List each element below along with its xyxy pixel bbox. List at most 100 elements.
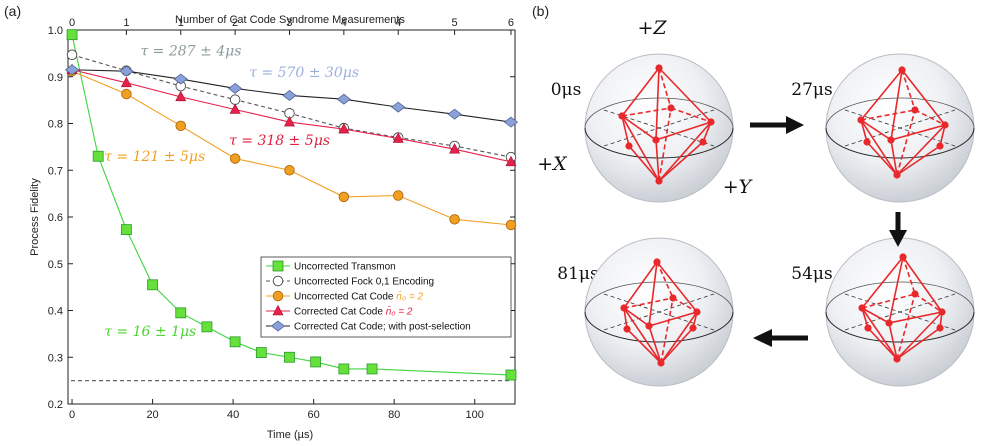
- octahedron-edge: [860, 119, 868, 143]
- data-point: [447, 108, 462, 120]
- axis-z-label: +Z: [637, 17, 667, 39]
- top-x-tick-label: 1: [123, 17, 129, 29]
- data-point: [229, 336, 241, 348]
- legend-label: Uncorrected Fock 0,1 Encoding: [294, 277, 434, 288]
- data-point: [505, 155, 517, 167]
- data-point: [201, 321, 213, 333]
- legend-row-4: Corrected Cat Code; with post-selection: [266, 320, 471, 333]
- data-point: [120, 76, 132, 88]
- tau-annotation-3: τ = 121 ± 5μs: [104, 149, 205, 165]
- octahedron-vertex: [652, 136, 660, 144]
- legend-row-0: Uncorrected Transmon: [266, 260, 396, 273]
- octahedron-edge: [902, 256, 943, 313]
- octahedron-vertex: [625, 142, 633, 150]
- bloch-sphere-0: [584, 53, 734, 203]
- octahedron-edge: [890, 139, 898, 176]
- legend-marker: [270, 320, 286, 332]
- data-point: [121, 88, 132, 100]
- octahedron-edge: [655, 67, 660, 141]
- time-label-0: 0μs: [551, 80, 582, 100]
- axis-x-label: +X: [537, 153, 568, 175]
- octahedron-edge: [660, 327, 694, 364]
- panel-b-label: (b): [532, 3, 549, 19]
- octahedron-edge: [860, 119, 898, 176]
- octahedron-edge: [861, 307, 890, 324]
- data-point: [505, 219, 517, 231]
- octahedron-vertex: [938, 308, 946, 316]
- octahedron-edge: [660, 311, 698, 364]
- octahedron-back-edge: [658, 107, 672, 182]
- octahedron-vertex: [911, 106, 919, 114]
- data-point: [336, 93, 351, 105]
- legend-box: [260, 256, 512, 338]
- octahedron-vertex: [936, 324, 944, 332]
- axis-y-label: +Y: [723, 176, 754, 198]
- top-x-tick-label: 3: [286, 17, 292, 29]
- bloch-sphere-1: [825, 53, 975, 203]
- tau-annotation-2: τ = 318 ± 5μs: [229, 133, 330, 149]
- octahedron-edge: [896, 327, 941, 360]
- bloch-sphere-panel: +Z +X +Y 0μs 27μs 54μs 81μs: [537, 17, 975, 387]
- octahedron-back-edge: [623, 297, 674, 309]
- axis-line: [603, 293, 715, 331]
- data-point: [284, 164, 295, 176]
- data-point: [120, 224, 132, 236]
- octahedron-vertex: [863, 138, 871, 146]
- octahedron-edge: [623, 261, 658, 309]
- octahedron-edge: [648, 325, 662, 364]
- octahedron-vertex: [936, 142, 944, 150]
- octahedron-vertex: [707, 118, 715, 126]
- octahedron-edge: [621, 115, 630, 147]
- octahedron-vertex: [898, 66, 906, 74]
- x-tick-label: 40: [227, 409, 239, 421]
- series-2: [66, 65, 517, 231]
- octahedron-edge: [648, 261, 658, 327]
- y-tick-label: 0.2: [48, 399, 63, 411]
- data-point: [391, 101, 406, 113]
- legend-row-2: Uncorrected Cat Code n̄₀ = 2: [266, 290, 423, 303]
- legend-label: Uncorrected Transmon: [294, 262, 396, 273]
- octahedron-vertex: [885, 319, 893, 327]
- legend-marker: [272, 275, 284, 287]
- octahedron-edge: [621, 67, 660, 117]
- series-4: [64, 64, 519, 128]
- octahedron-edge: [626, 328, 662, 364]
- octahedron-vertex: [667, 104, 675, 112]
- legend-marker: [272, 260, 284, 272]
- data-point: [449, 143, 461, 154]
- octahedron-back-edge: [860, 109, 916, 121]
- data-point: [282, 90, 297, 101]
- y-tick-label: 0.9: [48, 72, 63, 84]
- data-point: [284, 351, 295, 363]
- data-point: [392, 190, 404, 201]
- data-point: [338, 363, 350, 375]
- octahedron-vertex: [893, 171, 901, 179]
- octahedron-edge: [658, 121, 712, 182]
- equator-back: [825, 97, 975, 129]
- top-x-tick-label: 5: [452, 17, 458, 29]
- x-tick-label: 20: [146, 409, 158, 421]
- octahedron-vertex: [887, 136, 895, 144]
- x-tick-label: 0: [69, 409, 75, 421]
- octahedron-edge: [896, 145, 941, 176]
- octahedron-vertex: [693, 308, 701, 316]
- octahedron-vertex: [653, 258, 661, 266]
- octahedron-edge: [628, 145, 660, 182]
- octahedron-edge: [655, 139, 660, 182]
- octahedron-edge: [623, 307, 650, 327]
- octahedron-back-edge: [670, 107, 712, 123]
- octahedron-vertex: [645, 322, 653, 330]
- octahedron-edge: [621, 115, 657, 141]
- axis-line: [603, 109, 715, 147]
- y-tick-label: 0.5: [48, 259, 63, 271]
- x-axis-label: Time (µs): [267, 429, 313, 441]
- time-label-27: 27μs: [791, 80, 832, 100]
- octahedron-vertex: [858, 304, 866, 312]
- octahedron-edge: [648, 311, 698, 327]
- top-x-axis-label: Number of Cat Code Syndrome Measurements: [175, 14, 405, 26]
- data-point: [175, 120, 187, 132]
- octahedron-back-edge: [896, 293, 916, 360]
- y-tick-label: 0.8: [48, 119, 63, 131]
- top-x-tick-label: 4: [395, 17, 401, 29]
- octahedron-edge: [867, 327, 898, 360]
